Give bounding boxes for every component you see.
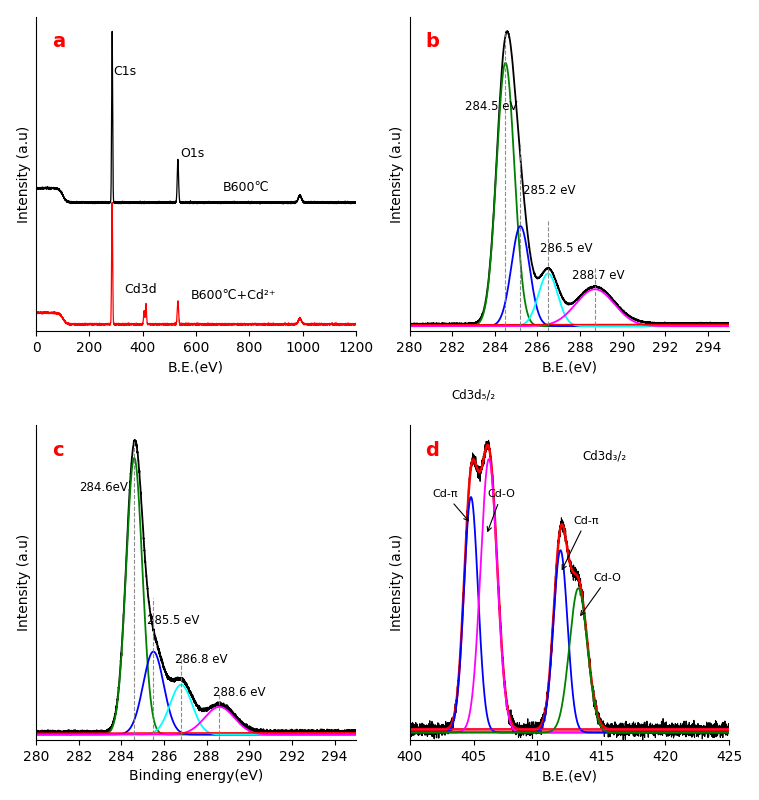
Text: B600℃: B600℃ bbox=[222, 181, 269, 194]
Text: 286.8 eV: 286.8 eV bbox=[175, 653, 227, 666]
Text: 288.6 eV: 288.6 eV bbox=[213, 686, 266, 699]
Text: Cd-O: Cd-O bbox=[487, 489, 515, 531]
Text: 285.2 eV: 285.2 eV bbox=[522, 185, 575, 198]
Text: c: c bbox=[52, 441, 64, 460]
Text: O1s: O1s bbox=[180, 147, 204, 160]
Text: 288.7 eV: 288.7 eV bbox=[572, 269, 624, 282]
Text: Cd-O: Cd-O bbox=[581, 573, 622, 615]
Text: a: a bbox=[52, 33, 65, 51]
Text: d: d bbox=[426, 441, 439, 460]
X-axis label: B.E.(eV): B.E.(eV) bbox=[541, 361, 597, 374]
Text: 285.5 eV: 285.5 eV bbox=[147, 614, 200, 627]
Text: Cd3d₃/₂: Cd3d₃/₂ bbox=[582, 449, 626, 462]
Text: 286.5 eV: 286.5 eV bbox=[540, 242, 592, 255]
Y-axis label: Intensity (a.u): Intensity (a.u) bbox=[17, 126, 30, 222]
X-axis label: B.E.(eV): B.E.(eV) bbox=[168, 361, 224, 374]
Text: Cd3d: Cd3d bbox=[124, 282, 157, 296]
Text: 284.6eV: 284.6eV bbox=[79, 481, 128, 494]
Y-axis label: Intensity (a.u): Intensity (a.u) bbox=[390, 126, 404, 222]
Text: Cd3d₅/₂: Cd3d₅/₂ bbox=[452, 388, 496, 402]
Text: C1s: C1s bbox=[113, 65, 136, 78]
X-axis label: Binding energy(eV): Binding energy(eV) bbox=[129, 770, 263, 783]
Text: B600℃+Cd²⁺: B600℃+Cd²⁺ bbox=[191, 289, 276, 302]
Y-axis label: Intensity (a.u): Intensity (a.u) bbox=[17, 534, 30, 631]
Text: b: b bbox=[426, 33, 439, 51]
Text: Cd-π: Cd-π bbox=[433, 489, 468, 521]
Y-axis label: Intensity (a.u): Intensity (a.u) bbox=[390, 534, 404, 631]
Text: Cd-π: Cd-π bbox=[562, 516, 599, 570]
X-axis label: B.E.(eV): B.E.(eV) bbox=[541, 770, 597, 783]
Text: 284.5 eV: 284.5 eV bbox=[465, 100, 518, 114]
